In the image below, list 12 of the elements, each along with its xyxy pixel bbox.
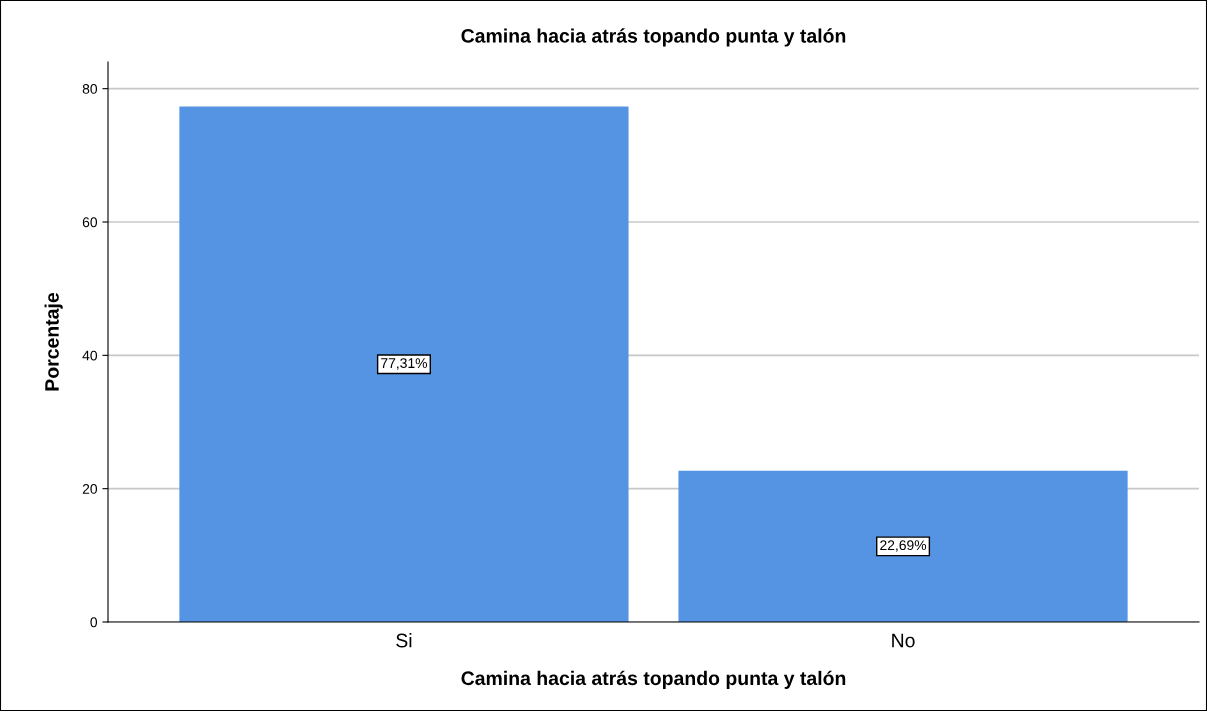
x-tick-label: Si xyxy=(396,633,412,648)
x-tick-label: No xyxy=(892,633,915,648)
y-tick-label: 40 xyxy=(82,350,98,361)
data-label: 77,31% xyxy=(381,358,428,370)
y-tick-label: 80 xyxy=(82,84,98,94)
chart-title: Camina hacia atrás topando punta y talón xyxy=(461,28,846,47)
y-tick-label: 60 xyxy=(82,217,98,228)
y-tick-label: 20 xyxy=(82,484,98,494)
y-tick-label: 0 xyxy=(90,617,98,628)
y-axis-title: Porcentaje xyxy=(44,292,63,391)
data-label: 22,69% xyxy=(880,540,927,552)
x-axis-title: Camina hacia atrás topando punta y talón xyxy=(461,670,846,689)
